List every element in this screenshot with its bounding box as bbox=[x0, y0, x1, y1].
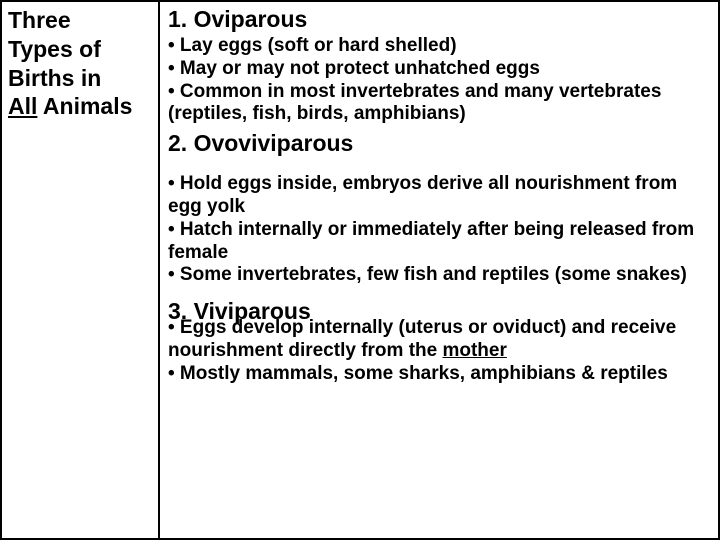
section-1-heading: 1. Oviparous bbox=[168, 6, 710, 33]
section-3-heading-overlay: 3. Viviparous bbox=[168, 298, 311, 325]
left-column: Three Types of Births in All Animals bbox=[2, 2, 160, 538]
title-line4-rest: Animals bbox=[37, 93, 132, 119]
right-column: 1. Oviparous • Lay eggs (soft or hard sh… bbox=[160, 2, 718, 538]
document-frame: Three Types of Births in All Animals 1. … bbox=[0, 0, 720, 540]
bullet-text: • May or may not protect unhatched eggs bbox=[168, 58, 710, 81]
title-line2: Types of bbox=[8, 36, 101, 62]
bullet-text: • Hatch internally or immediately after … bbox=[168, 219, 710, 265]
bullet-text: • Mostly mammals, some sharks, amphibian… bbox=[168, 363, 710, 386]
section-1-bullets: • Lay eggs (soft or hard shelled) • May … bbox=[168, 35, 710, 126]
bullet-text: • Hold eggs inside, embryos derive all n… bbox=[168, 173, 710, 219]
section-2-heading: 2. Ovoviviparous bbox=[168, 130, 710, 157]
bullet-text: • Common in most invertebrates and many … bbox=[168, 81, 710, 127]
bullet-underlined: mother bbox=[442, 340, 506, 361]
title-line3: Births in bbox=[8, 65, 101, 91]
section-2-bullets: • Hold eggs inside, embryos derive all n… bbox=[168, 173, 710, 287]
topic-title: Three Types of Births in All Animals bbox=[8, 6, 152, 121]
section-3-bullets: • Eggs develop internally (uterus or ovi… bbox=[168, 317, 710, 385]
title-line4-underlined: All bbox=[8, 93, 37, 119]
title-line1: Three bbox=[8, 7, 71, 33]
bullet-text: • Lay eggs (soft or hard shelled) bbox=[168, 35, 710, 58]
bullet-text: • Some invertebrates, few fish and repti… bbox=[168, 264, 710, 287]
section-2: 2. Ovoviviparous • Hold eggs inside, emb… bbox=[168, 130, 710, 287]
section-1: 1. Oviparous • Lay eggs (soft or hard sh… bbox=[168, 6, 710, 126]
